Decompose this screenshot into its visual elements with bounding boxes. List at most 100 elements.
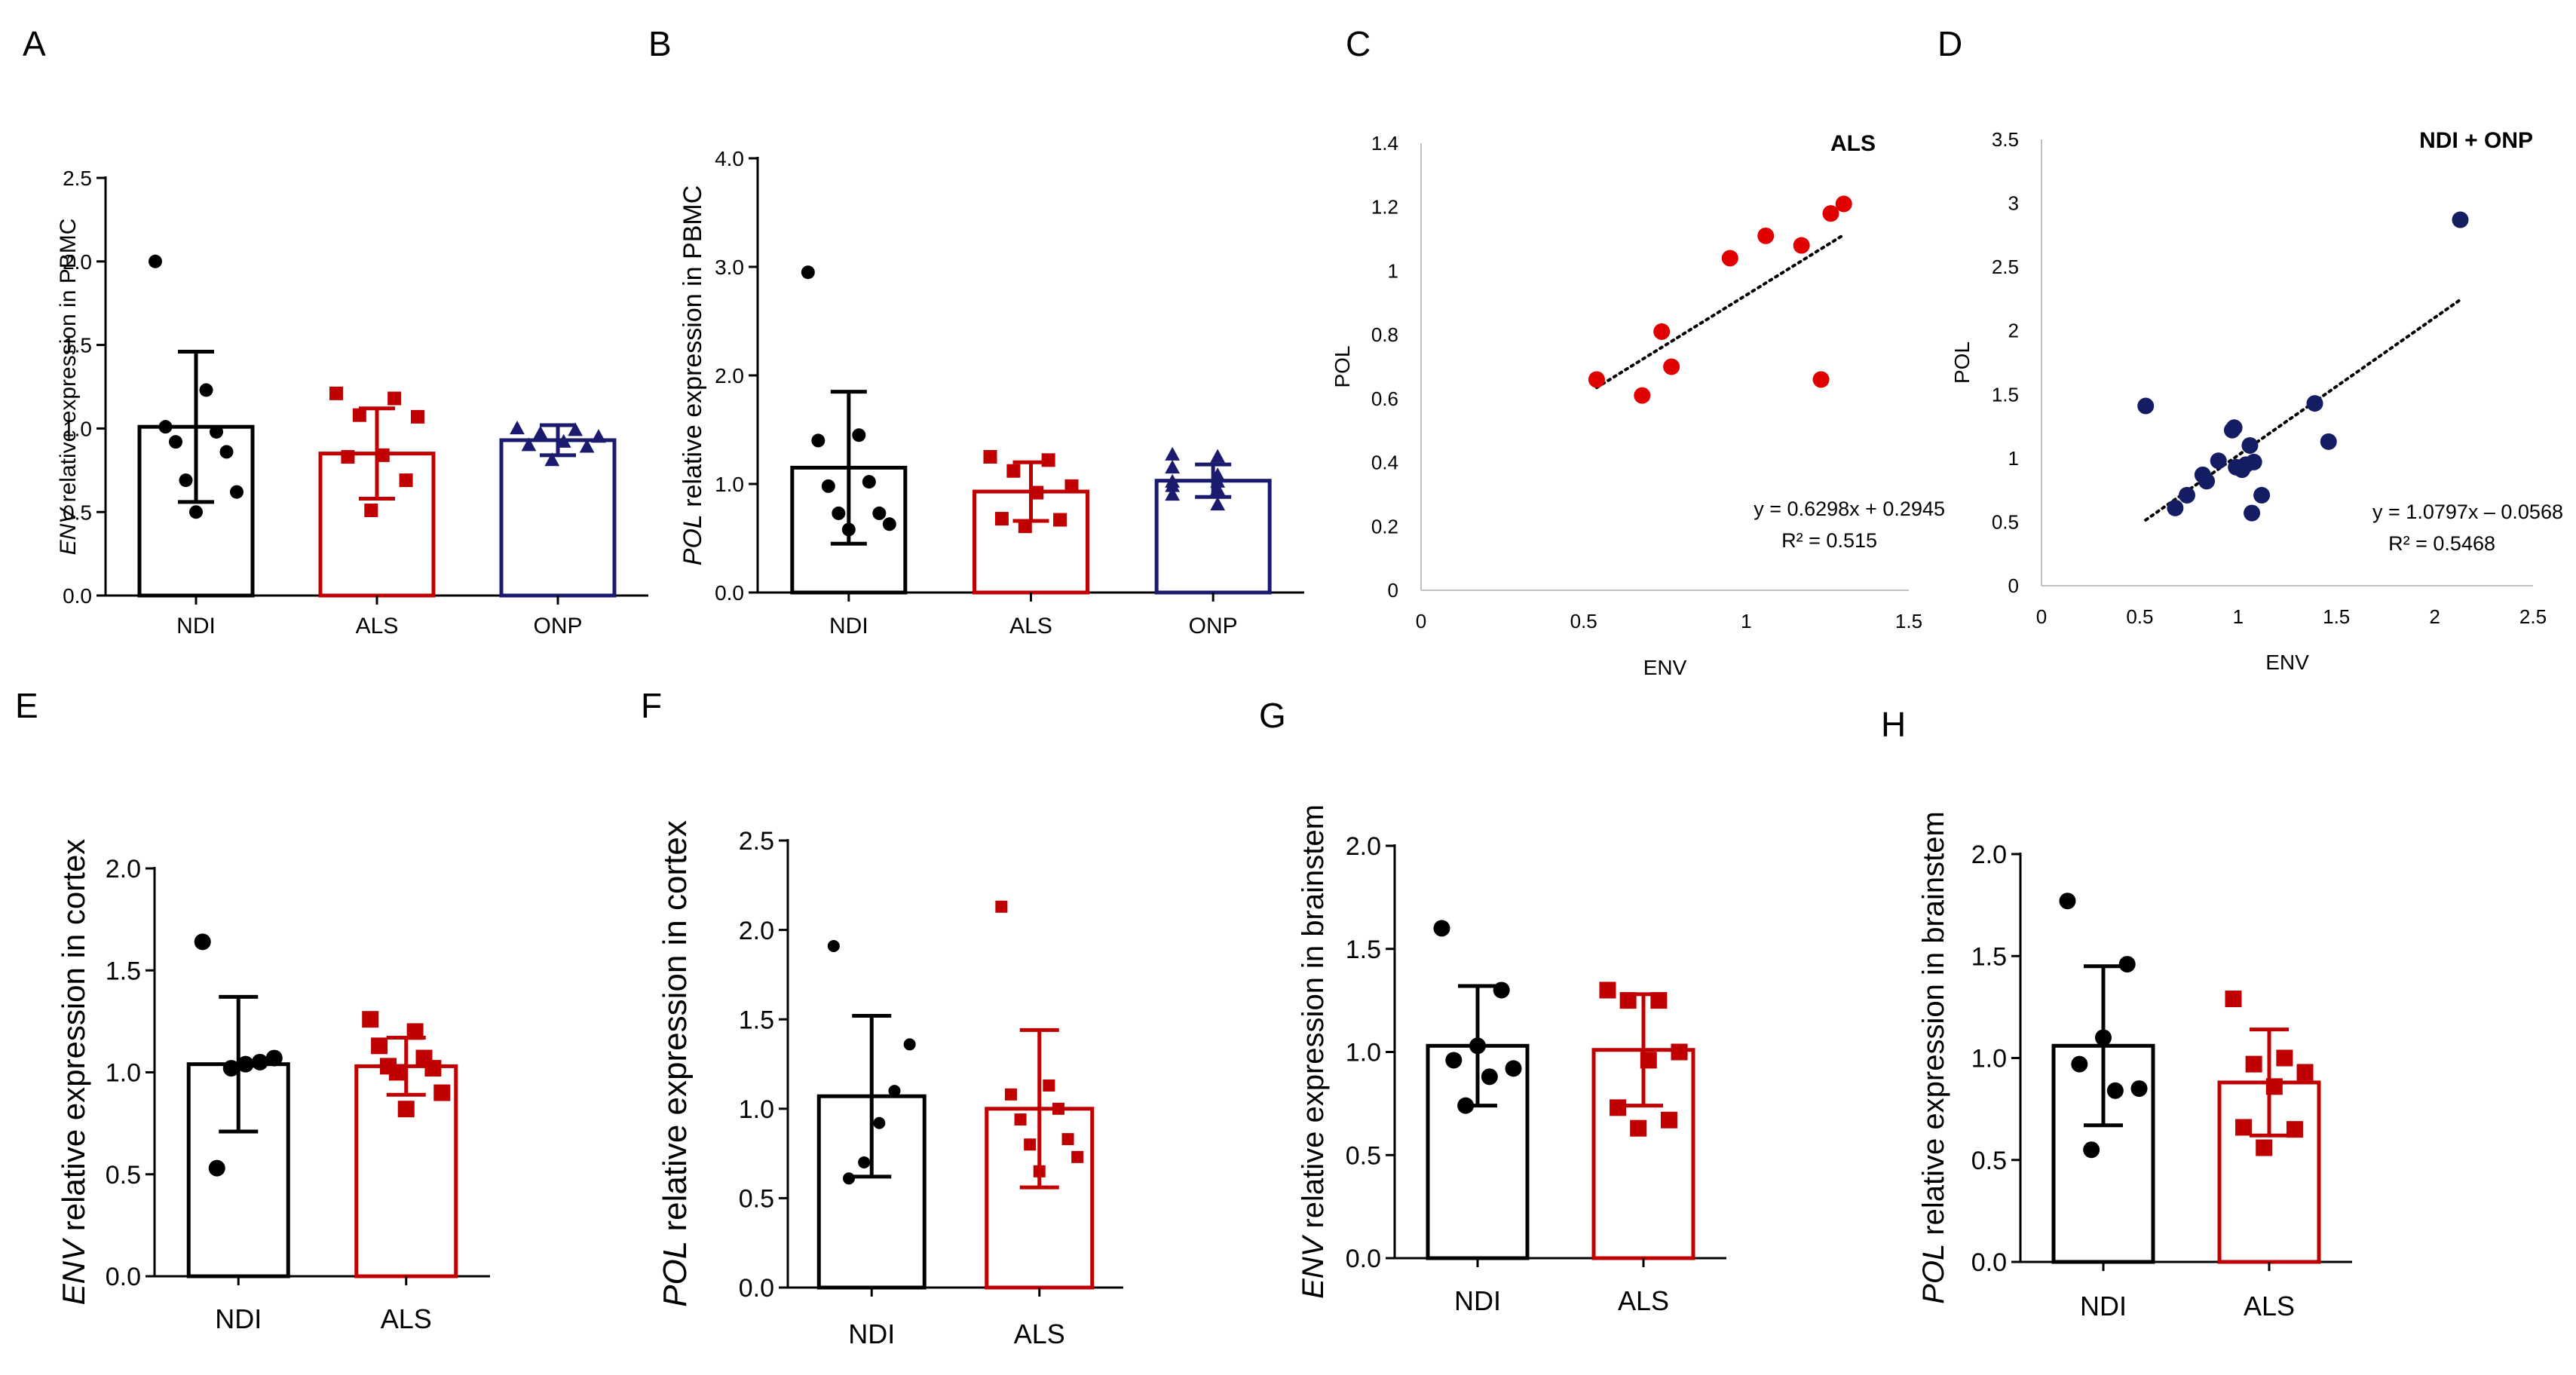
y-tick-label: 4.0 bbox=[715, 147, 744, 170]
data-point-onp bbox=[568, 422, 584, 436]
y-tick-label: 1.0 bbox=[715, 473, 744, 496]
data-point-als bbox=[375, 448, 390, 462]
x-tick-label: 1.5 bbox=[1895, 610, 1922, 632]
data-point-ndi bbox=[194, 933, 211, 951]
chart-b: 0.0 1.0 2.0 3.0 4.0 POL relative expression i… bbox=[678, 147, 1304, 639]
data-point-ndi bbox=[882, 517, 896, 531]
data-point-ndi bbox=[2095, 1029, 2112, 1046]
data-point-als bbox=[1024, 1138, 1037, 1151]
y-tick-label: 2.0 bbox=[1971, 841, 2007, 869]
y-tick-label: 1.2 bbox=[1371, 196, 1398, 219]
y-tick-label: 0.4 bbox=[1371, 452, 1398, 474]
y-tick-label: 0.5 bbox=[1346, 1141, 1381, 1170]
y-axis-label-gene: POL bbox=[678, 514, 707, 565]
y-tick-label: 3.0 bbox=[715, 256, 744, 279]
data-point-als bbox=[1071, 1150, 1084, 1163]
data-point-als bbox=[371, 1037, 388, 1055]
category-label-als: ALS bbox=[2244, 1291, 2295, 1321]
data-point-als bbox=[1619, 992, 1637, 1009]
data-point-ndi bbox=[189, 505, 203, 519]
data-point bbox=[2198, 473, 2216, 490]
x-tick-label: 2 bbox=[2429, 605, 2440, 628]
chart-c: 0 0.2 0.4 0.6 0.8 1 1.2 1.4 0 0.5 1 1.5 ENV POL ALS y =… bbox=[1331, 131, 1945, 679]
x-tick-label: 0.5 bbox=[1570, 610, 1597, 632]
data-point bbox=[1588, 371, 1605, 388]
data-point-ndi bbox=[2118, 956, 2136, 973]
data-point-ndi bbox=[251, 1053, 268, 1070]
data-point bbox=[2253, 486, 2271, 504]
data-point-als bbox=[352, 408, 366, 422]
x-tick-label: 0 bbox=[2036, 605, 2047, 628]
data-point-ndi bbox=[149, 254, 162, 268]
chart-a: 0.0 0.5 1.0 1.5 2.0 2.5 ENV relative expressio… bbox=[56, 167, 648, 639]
data-point-als bbox=[995, 900, 1008, 913]
data-point-als bbox=[1030, 485, 1044, 500]
data-point-ndi bbox=[1433, 920, 1450, 937]
y-tick-label: 2.5 bbox=[739, 827, 774, 856]
data-point-ndi bbox=[265, 1049, 283, 1067]
y-tick-label: 0.5 bbox=[106, 1161, 141, 1190]
data-point-als bbox=[1033, 1165, 1046, 1177]
y-axis-label-gene: ENV bbox=[56, 1237, 91, 1305]
data-point-als bbox=[2265, 1078, 2283, 1095]
category-label-als: ALS bbox=[381, 1303, 432, 1334]
data-point bbox=[2452, 211, 2469, 228]
data-point-als bbox=[1599, 981, 1616, 999]
data-point-als bbox=[399, 473, 413, 488]
y-tick-label: 3 bbox=[2008, 192, 2019, 215]
data-point-ndi bbox=[199, 383, 213, 397]
y-tick-label: 2.0 bbox=[739, 917, 774, 945]
y-tick-label: 1.0 bbox=[63, 417, 92, 440]
x-tick-label: 1 bbox=[1741, 610, 1751, 632]
data-point-als bbox=[424, 1060, 442, 1077]
regression-equation: y = 1.0797x – 0.0568 bbox=[2372, 501, 2563, 523]
data-point-als bbox=[2245, 1055, 2262, 1073]
data-point bbox=[1653, 323, 1671, 340]
y-tick-label: 2.0 bbox=[715, 364, 744, 387]
data-point-onp bbox=[591, 429, 606, 443]
data-point bbox=[2225, 419, 2243, 436]
y-tick-label: 0.2 bbox=[1371, 515, 1398, 537]
data-point-ndi bbox=[158, 420, 173, 434]
category-label-ndi: NDI bbox=[215, 1303, 262, 1334]
y-axis-label: POL bbox=[1331, 345, 1354, 387]
data-point-ndi bbox=[843, 1172, 856, 1185]
data-point-als bbox=[1018, 519, 1032, 534]
data-point-onp bbox=[1165, 487, 1181, 501]
data-point-ndi bbox=[873, 1116, 886, 1129]
data-point-ndi bbox=[862, 475, 876, 489]
chart-title: ALS bbox=[1830, 131, 1876, 156]
y-axis-label-text: relative expression in PBMC bbox=[678, 185, 707, 515]
data-point-als bbox=[362, 1011, 379, 1028]
data-point bbox=[2167, 499, 2184, 516]
data-point bbox=[1835, 195, 1852, 213]
data-point-als bbox=[387, 391, 402, 406]
y-tick-label: 1.0 bbox=[739, 1095, 774, 1124]
y-tick-label: 1.5 bbox=[1992, 383, 2019, 406]
data-point-ndi bbox=[801, 265, 815, 280]
chart-d: 0 0.5 1 1.5 2 2.5 3 3.5 0 0.5 1 1.5 2 2.5 ENV POL NDI + … bbox=[1950, 128, 2563, 674]
y-axis-label-text: relative expression in cortex bbox=[56, 839, 91, 1240]
data-point-ndi bbox=[2130, 1080, 2148, 1098]
data-point-ndi bbox=[222, 1060, 240, 1077]
y-tick-label: 2.5 bbox=[63, 167, 92, 190]
data-point-ndi bbox=[1481, 1068, 1498, 1086]
y-tick-label: 1.0 bbox=[1346, 1039, 1381, 1067]
y-tick-label: 2.0 bbox=[1346, 832, 1381, 861]
y-axis-label: POL bbox=[1950, 341, 1974, 384]
data-point-ndi bbox=[179, 473, 193, 488]
y-tick-label: 0.0 bbox=[1346, 1245, 1381, 1273]
panel-label-b: B bbox=[648, 24, 672, 63]
data-point-ndi bbox=[2059, 893, 2076, 910]
data-point bbox=[1793, 237, 1810, 254]
data-point bbox=[2244, 504, 2261, 522]
trendline bbox=[1594, 233, 1845, 390]
data-point-onp bbox=[1210, 497, 1226, 511]
data-point bbox=[1822, 205, 1839, 222]
data-point-als bbox=[1014, 1113, 1027, 1126]
category-label-als: ALS bbox=[1014, 1318, 1065, 1349]
data-point-als bbox=[994, 512, 1009, 526]
y-tick-label: 0.5 bbox=[739, 1185, 774, 1214]
data-point-ndi bbox=[858, 1156, 871, 1168]
